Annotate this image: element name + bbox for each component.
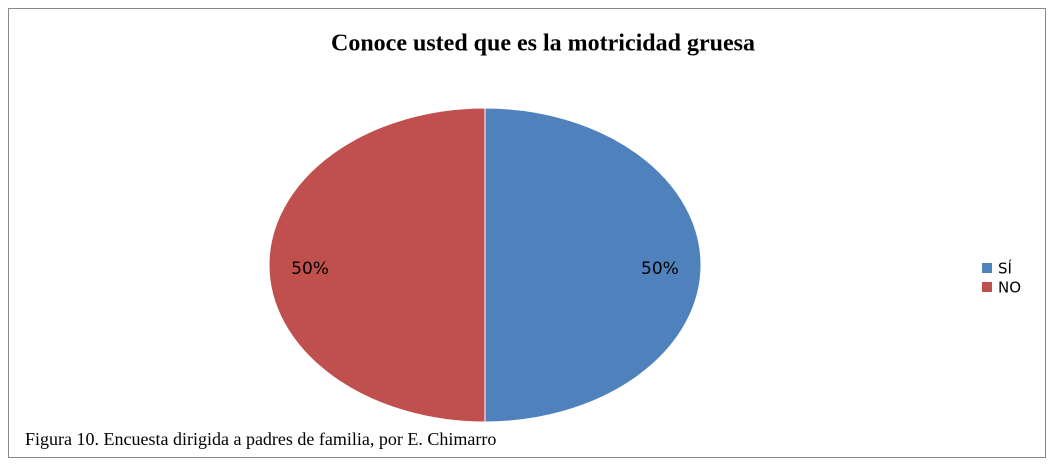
caption: Figura 10. Encuesta dirigida a padres de…: [25, 429, 496, 449]
legend-label: SÍ: [998, 259, 1012, 278]
pie-slice: [484, 107, 702, 423]
data-label: 50%: [641, 259, 679, 279]
legend-swatch: [982, 263, 992, 273]
chart-title: Conoce usted que es la motricidad gruesa: [331, 31, 755, 57]
legend-swatch: [982, 282, 992, 292]
data-label: 50%: [291, 259, 329, 279]
pie-slice: [268, 107, 486, 423]
legend-label: NO: [998, 279, 1021, 297]
